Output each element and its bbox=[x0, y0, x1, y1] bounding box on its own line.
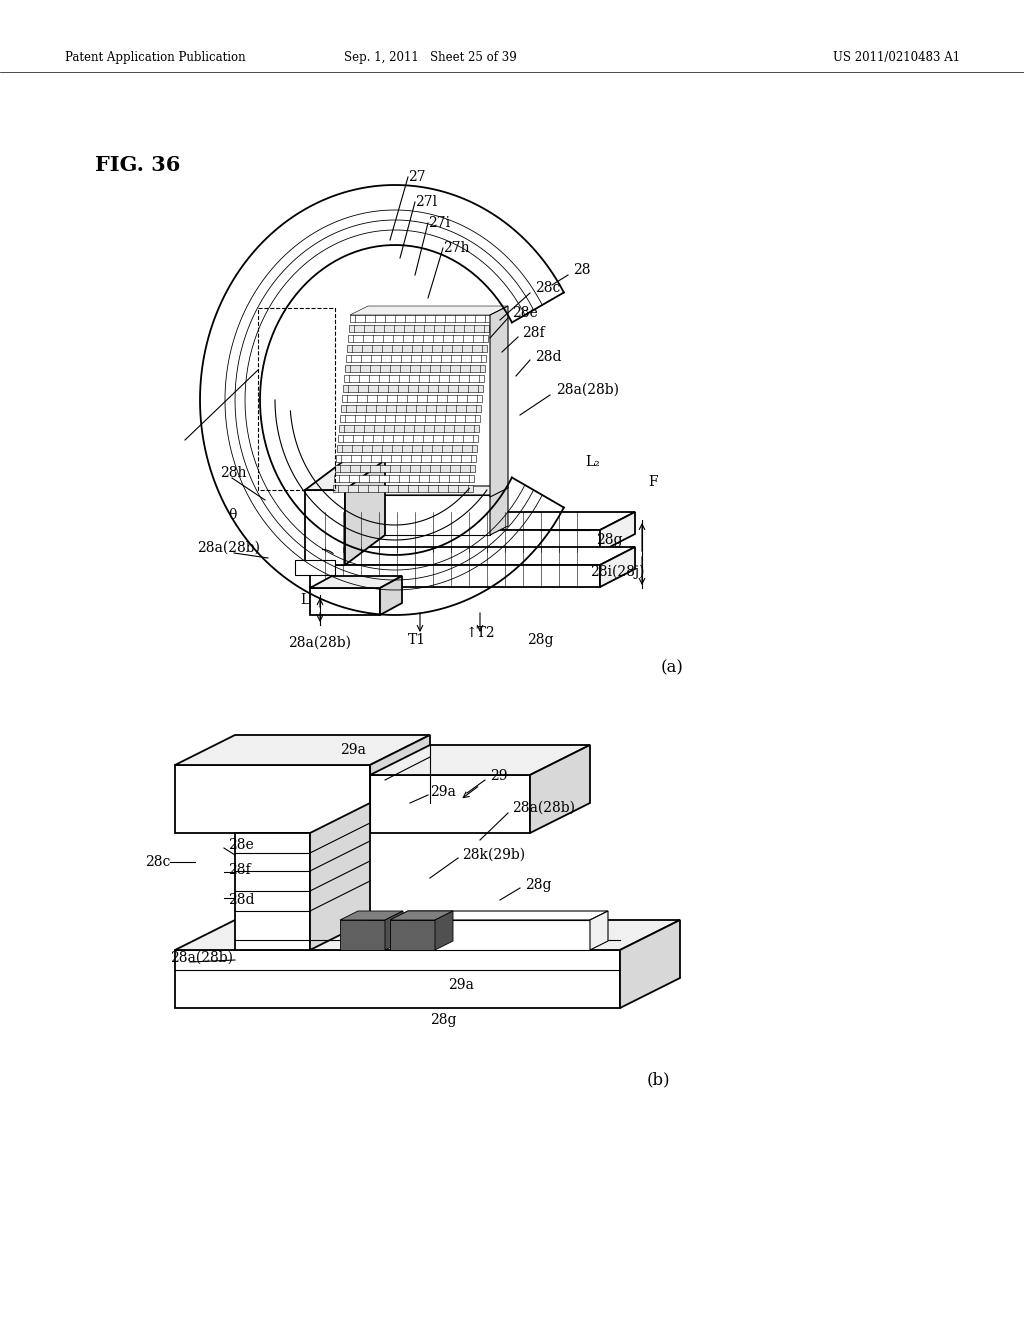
Polygon shape bbox=[390, 920, 590, 950]
Text: 28c: 28c bbox=[535, 281, 560, 294]
Polygon shape bbox=[345, 459, 385, 565]
Text: 28f: 28f bbox=[228, 863, 251, 876]
Text: L: L bbox=[300, 593, 309, 607]
Polygon shape bbox=[234, 833, 310, 950]
Polygon shape bbox=[348, 335, 488, 342]
Polygon shape bbox=[343, 385, 483, 392]
Text: 28a(28b): 28a(28b) bbox=[288, 636, 351, 649]
Text: F: F bbox=[648, 475, 657, 488]
Text: 29a: 29a bbox=[430, 785, 456, 799]
Polygon shape bbox=[310, 512, 635, 531]
Text: 29a: 29a bbox=[449, 978, 474, 993]
Text: 28f: 28f bbox=[522, 326, 545, 341]
Polygon shape bbox=[345, 486, 508, 495]
Text: (b): (b) bbox=[646, 1072, 670, 1089]
Polygon shape bbox=[335, 465, 475, 473]
Polygon shape bbox=[340, 911, 403, 920]
Polygon shape bbox=[295, 560, 335, 576]
Text: 28g: 28g bbox=[527, 634, 554, 647]
Polygon shape bbox=[385, 911, 403, 950]
Text: 28: 28 bbox=[573, 263, 591, 277]
Text: 28g: 28g bbox=[525, 878, 552, 892]
Polygon shape bbox=[334, 475, 474, 482]
Text: 28i(28j): 28i(28j) bbox=[590, 565, 644, 579]
Polygon shape bbox=[590, 911, 608, 950]
Text: US 2011/0210483 A1: US 2011/0210483 A1 bbox=[833, 51, 961, 65]
Polygon shape bbox=[175, 920, 680, 950]
Polygon shape bbox=[341, 405, 481, 412]
Polygon shape bbox=[380, 576, 402, 615]
Text: ↑T2: ↑T2 bbox=[465, 626, 495, 640]
Polygon shape bbox=[435, 911, 453, 950]
Polygon shape bbox=[530, 744, 590, 833]
Polygon shape bbox=[305, 490, 345, 565]
Polygon shape bbox=[370, 735, 430, 833]
Polygon shape bbox=[310, 587, 380, 615]
Text: 27l: 27l bbox=[415, 195, 437, 209]
Text: 28k(29b): 28k(29b) bbox=[462, 847, 525, 862]
Text: 28a(28b): 28a(28b) bbox=[512, 801, 575, 814]
Polygon shape bbox=[342, 395, 482, 403]
Text: Sep. 1, 2011   Sheet 25 of 39: Sep. 1, 2011 Sheet 25 of 39 bbox=[344, 51, 516, 65]
Polygon shape bbox=[345, 495, 490, 535]
Text: 28a(28b): 28a(28b) bbox=[197, 541, 260, 554]
Text: 27: 27 bbox=[408, 170, 426, 183]
Polygon shape bbox=[310, 576, 402, 587]
Polygon shape bbox=[370, 775, 530, 833]
Text: 28d: 28d bbox=[228, 894, 255, 907]
Polygon shape bbox=[390, 911, 453, 920]
Text: 28a(28b): 28a(28b) bbox=[556, 383, 618, 397]
Polygon shape bbox=[490, 306, 508, 498]
Text: 28c: 28c bbox=[145, 855, 170, 869]
Polygon shape bbox=[333, 484, 473, 492]
Polygon shape bbox=[310, 803, 370, 950]
Text: 28e: 28e bbox=[228, 838, 254, 851]
Polygon shape bbox=[346, 355, 486, 362]
Polygon shape bbox=[175, 950, 620, 1008]
Text: 28a(28b): 28a(28b) bbox=[170, 950, 233, 965]
Polygon shape bbox=[310, 565, 600, 587]
Polygon shape bbox=[600, 512, 635, 552]
Polygon shape bbox=[349, 325, 489, 333]
Polygon shape bbox=[620, 920, 680, 1008]
Polygon shape bbox=[337, 445, 477, 451]
Polygon shape bbox=[350, 306, 508, 315]
Polygon shape bbox=[338, 436, 478, 442]
Polygon shape bbox=[340, 920, 385, 950]
Text: FIG. 36: FIG. 36 bbox=[95, 154, 180, 176]
Text: (a): (a) bbox=[660, 660, 683, 676]
Polygon shape bbox=[347, 345, 487, 352]
Polygon shape bbox=[390, 920, 435, 950]
Text: 27h: 27h bbox=[443, 242, 470, 255]
Polygon shape bbox=[600, 546, 635, 587]
Text: L₂: L₂ bbox=[585, 455, 600, 469]
Polygon shape bbox=[370, 744, 590, 775]
Text: 27i: 27i bbox=[428, 216, 451, 230]
Polygon shape bbox=[336, 455, 476, 462]
Polygon shape bbox=[344, 375, 484, 381]
Text: 28g: 28g bbox=[430, 1012, 457, 1027]
Polygon shape bbox=[345, 366, 485, 372]
Text: 29: 29 bbox=[490, 770, 508, 783]
Text: T1: T1 bbox=[408, 634, 426, 647]
Polygon shape bbox=[175, 766, 370, 833]
Polygon shape bbox=[305, 459, 385, 490]
Text: 28d: 28d bbox=[535, 350, 561, 364]
Polygon shape bbox=[310, 531, 600, 552]
Polygon shape bbox=[339, 425, 479, 432]
Text: 28h: 28h bbox=[220, 466, 247, 480]
Polygon shape bbox=[390, 911, 608, 920]
Polygon shape bbox=[490, 486, 508, 535]
Text: θ: θ bbox=[228, 508, 237, 521]
Text: 29a: 29a bbox=[340, 743, 366, 756]
Text: 28e: 28e bbox=[512, 306, 538, 319]
Polygon shape bbox=[310, 546, 635, 565]
Polygon shape bbox=[350, 315, 490, 322]
Text: Patent Application Publication: Patent Application Publication bbox=[65, 51, 246, 65]
Text: 28g: 28g bbox=[596, 533, 623, 546]
Polygon shape bbox=[340, 414, 480, 422]
Polygon shape bbox=[175, 735, 430, 766]
